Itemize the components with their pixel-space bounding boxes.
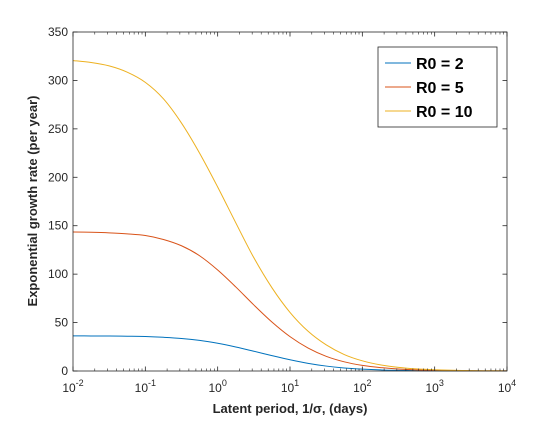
x-tick-label: 102 (353, 378, 371, 395)
y-tick-label: 250 (48, 122, 68, 136)
legend-label-1: R0 = 2 (416, 56, 464, 73)
y-tick-label: 100 (48, 267, 68, 281)
x-ticks: 10-2 10-1 100 101 102 103 104 (62, 32, 516, 395)
y-tick-label: 0 (61, 364, 68, 378)
y-ticks: 0 50 100 150 200 250 300 350 (48, 25, 507, 378)
x-axis-label: Latent period, 1/σ, (days) (213, 401, 368, 416)
legend: R0 = 2 R0 = 5 R0 = 10 (377, 46, 498, 128)
y-tick-label: 50 (55, 316, 69, 330)
y-tick-label: 200 (48, 170, 68, 184)
x-tick-label: 103 (425, 378, 443, 395)
y-axis-label: Exponential growth rate (per year) (25, 96, 40, 307)
x-tick-label: 104 (498, 378, 516, 395)
x-tick-label: 10-2 (62, 378, 83, 395)
x-tick-label: 101 (281, 378, 299, 395)
y-tick-label: 300 (48, 73, 68, 87)
x-tick-label: 10-1 (135, 378, 156, 395)
x-tick-label: 100 (208, 378, 226, 395)
y-tick-label: 150 (48, 219, 68, 233)
legend-label-3: R0 = 10 (416, 104, 473, 121)
legend-label-2: R0 = 5 (416, 80, 464, 97)
y-tick-label: 350 (48, 25, 68, 39)
